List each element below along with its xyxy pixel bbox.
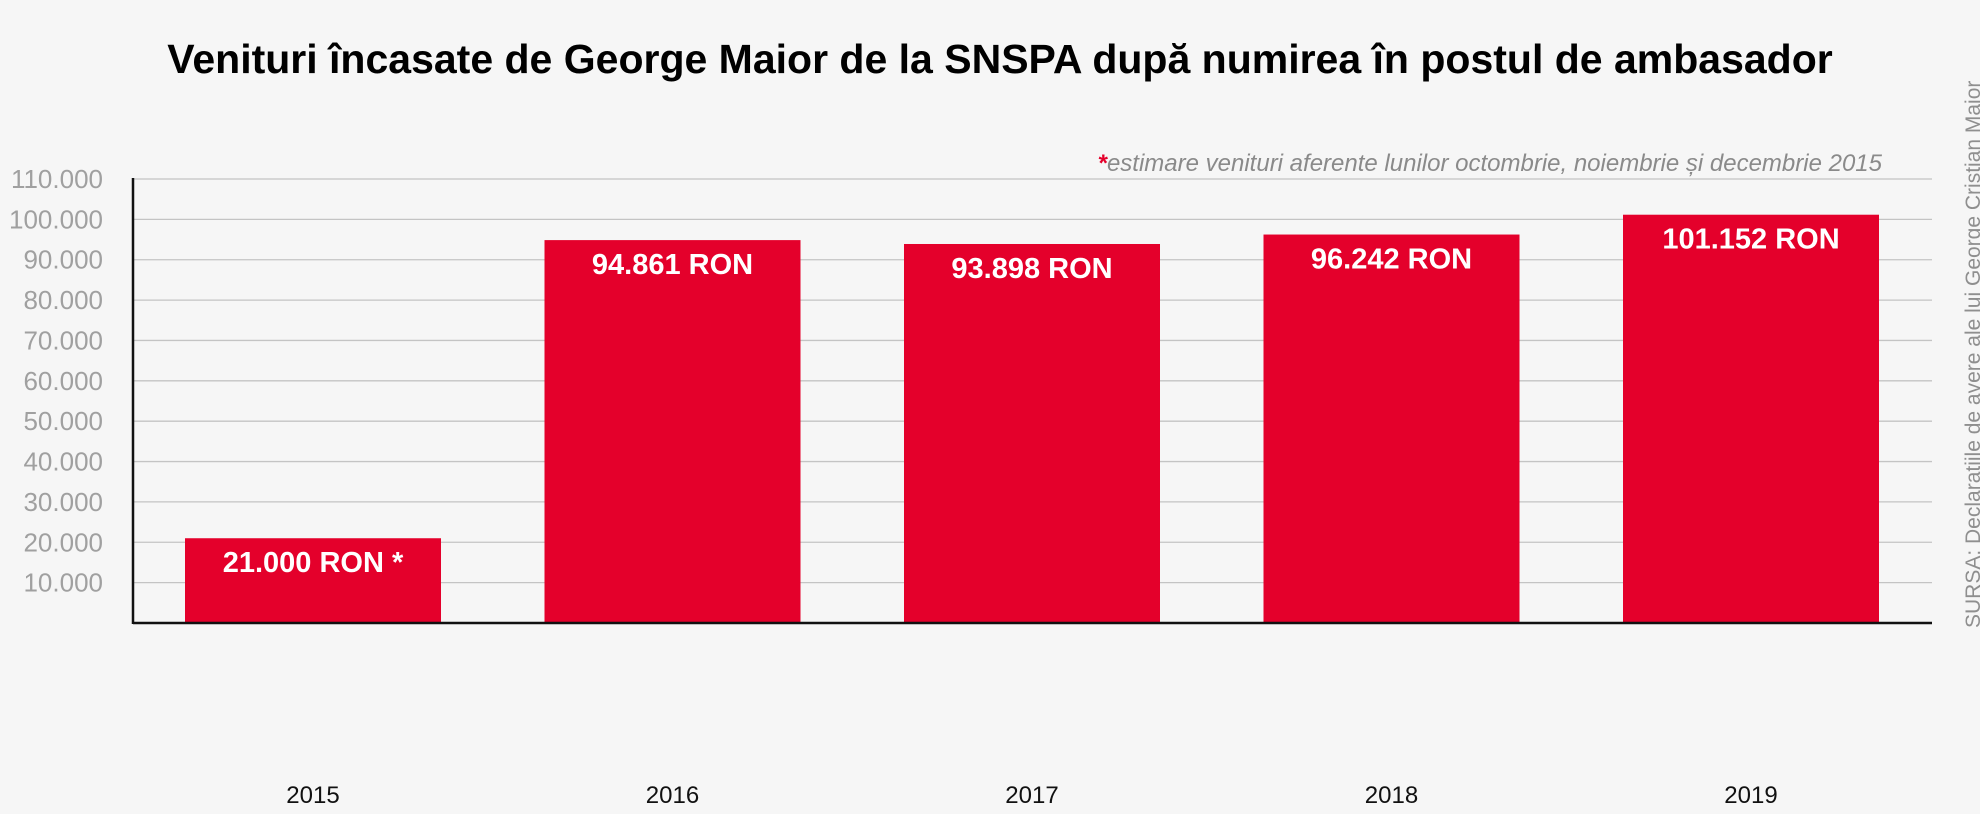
y-tick-label: 70.000: [23, 325, 103, 355]
y-tick-label: 110.000: [11, 164, 103, 194]
bar-2018: [1263, 234, 1520, 623]
x-tick-label: 2017: [1005, 782, 1058, 809]
bar-value-label: 101.152 RON: [1662, 224, 1839, 256]
estimate-note: *estimare venituri aferente lunilor octo…: [1098, 150, 1882, 178]
bar-2016: [544, 240, 801, 623]
bar-value-label: 94.861 RON: [592, 249, 753, 281]
bar-2015: [185, 538, 441, 623]
x-tick-label: 2015: [286, 782, 339, 809]
y-tick-label: 60.000: [23, 366, 103, 396]
bar-2019: [1623, 214, 1879, 623]
y-tick-label: 40.000: [23, 447, 103, 477]
y-tick-label: 100.000: [9, 204, 103, 234]
note-asterisk: *: [1097, 150, 1107, 177]
y-tick-label: 90.000: [23, 245, 103, 275]
y-tick-label: 20.000: [23, 527, 103, 557]
y-tick-label: 50.000: [23, 406, 103, 436]
bar-value-label: 21.000 RON *: [223, 547, 404, 579]
x-tick-label: 2019: [1724, 782, 1777, 809]
x-tick-label: 2016: [646, 782, 699, 809]
bar-2017: [904, 243, 1160, 623]
bar-value-label: 93.898 RON: [951, 253, 1112, 285]
x-tick-label: 2018: [1365, 782, 1418, 809]
bar-value-label: 96.242 RON: [1311, 244, 1472, 276]
chart-title: Venituri încasate de George Maior de la …: [167, 36, 1833, 82]
y-tick-label: 80.000: [23, 285, 103, 315]
note-text: estimare venituri aferente lunilor octom…: [1106, 150, 1882, 177]
y-tick-label: 10.000: [23, 568, 103, 598]
y-tick-label: 30.000: [23, 487, 103, 517]
